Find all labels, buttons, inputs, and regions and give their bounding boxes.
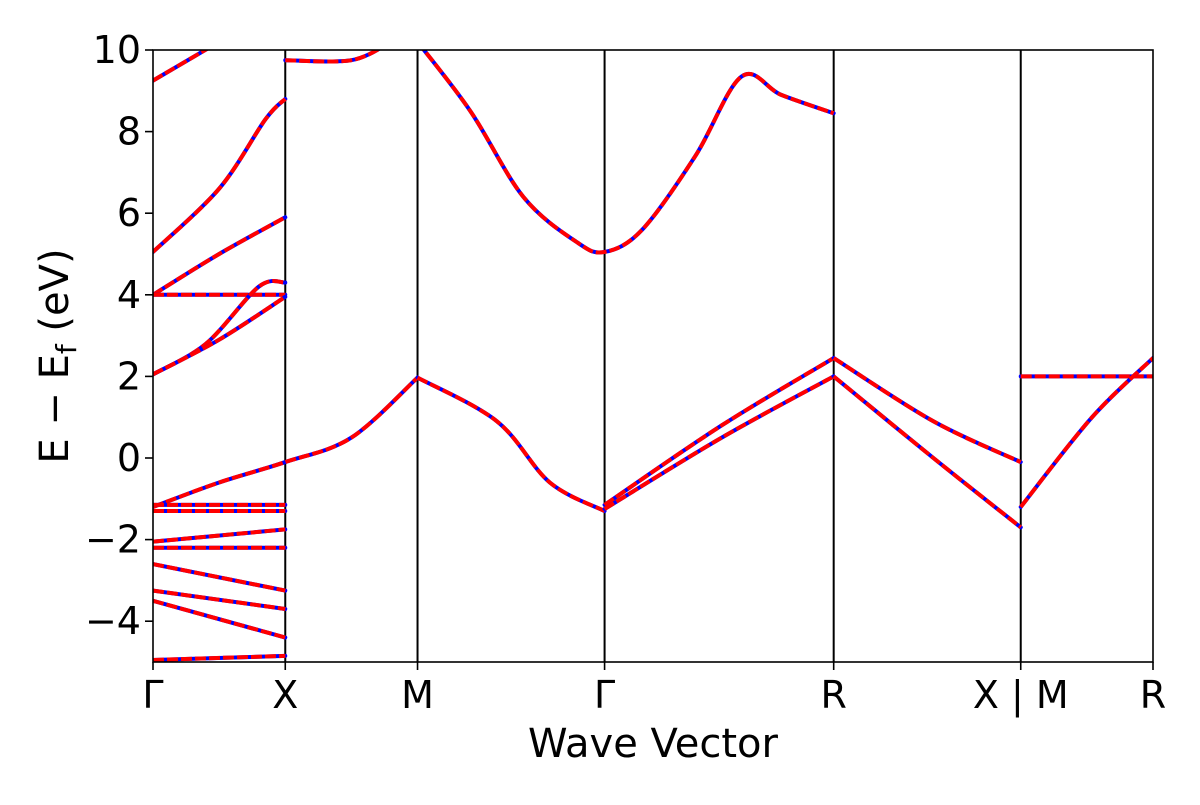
- band-line-dashed: [153, 215, 287, 297]
- band-line: [1018, 356, 1153, 509]
- x-tick-label: Γ: [142, 673, 163, 717]
- band-line: [421, 50, 836, 255]
- band-line-dashed: [416, 375, 606, 513]
- band-line-dashed: [153, 527, 286, 544]
- band-line-dashed: [153, 653, 286, 662]
- y-axis-title-main: E − E: [32, 354, 78, 464]
- y-tick-label: 8: [117, 110, 141, 154]
- y-tick-label: −2: [85, 518, 141, 562]
- band-line-dashed: [153, 562, 286, 593]
- y-ticks: −4 −2 0 2 4 6 8 10: [85, 28, 153, 643]
- y-axis-title-unit: (eV): [32, 248, 78, 344]
- y-axis-title: E − Ef (eV): [32, 248, 83, 463]
- x-ticks: Γ X M Γ R X | M R: [142, 662, 1166, 718]
- y-tick-label: 2: [117, 354, 141, 398]
- y-tick-label: 6: [117, 191, 141, 235]
- kpoint-lines: [284, 50, 1022, 662]
- y-tick-label: 0: [117, 436, 141, 480]
- band-line-dashed: [603, 356, 835, 507]
- band-line-dashed: [285, 50, 382, 64]
- bands: [153, 50, 1153, 662]
- y-tick-label: −4: [85, 599, 141, 643]
- band-line-dashed: [153, 598, 286, 640]
- plot-frame: [152, 49, 1154, 663]
- band-line-dashed: [153, 376, 419, 509]
- band-line: [831, 356, 1023, 465]
- band-line-dashed: [832, 374, 1022, 529]
- band-line-dashed: [603, 374, 835, 511]
- band-line-dashed: [153, 97, 287, 254]
- y-tick-label: 10: [93, 28, 141, 72]
- x-tick-label: R: [1140, 673, 1166, 717]
- x-tick-label: Γ: [594, 673, 615, 717]
- x-tick-label: X | M: [973, 673, 1069, 718]
- x-axis-title: Wave Vector: [528, 721, 779, 767]
- y-axis-title-subscript: f: [50, 343, 83, 354]
- y-tick-label: 4: [117, 273, 141, 317]
- x-tick-label: X: [272, 673, 298, 717]
- band-line-dashed: [832, 356, 1022, 464]
- band-line-dashed: [153, 588, 286, 611]
- x-tick-label: R: [820, 673, 846, 717]
- band-line-dashed: [153, 279, 286, 377]
- x-tick-label: M: [401, 673, 434, 717]
- band-line-dashed: [153, 50, 210, 83]
- band-line-dashed: [421, 50, 835, 255]
- band-line-dashed: [1019, 356, 1153, 509]
- band-line: [415, 375, 607, 514]
- band-line-dashed: [153, 295, 287, 377]
